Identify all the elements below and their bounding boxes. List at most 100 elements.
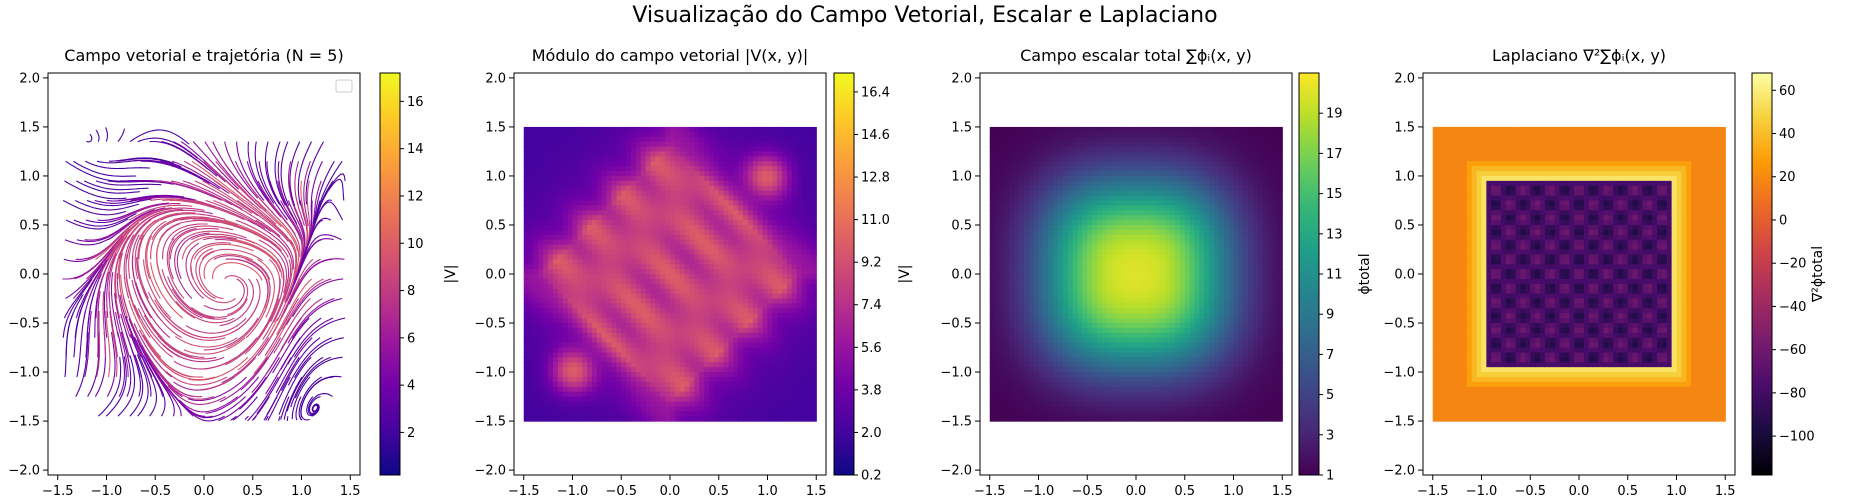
heatmap-cell (650, 131, 656, 138)
heatmap-cell (989, 146, 996, 153)
y-tick-label: 1.0 (19, 169, 40, 184)
heatmap-cell (1028, 166, 1035, 172)
heatmap-cell (635, 362, 642, 368)
heatmap-cell (1019, 229, 1025, 236)
heatmap-cell (1023, 313, 1030, 319)
heatmap-cell (738, 195, 744, 202)
heatmap-cell (999, 362, 1005, 368)
heatmap-cell (631, 357, 637, 363)
heatmap-cell (650, 136, 656, 143)
heatmap-cell (596, 215, 603, 221)
heatmap-cell (621, 386, 627, 393)
heatmap-cell (772, 411, 778, 417)
heatmap-cell (674, 234, 681, 241)
heatmap-cell (684, 220, 691, 226)
heatmap-cell (1043, 175, 1049, 182)
heatmap-cell (752, 264, 759, 270)
heatmap-cell (782, 376, 788, 383)
heatmap-cell (728, 254, 734, 260)
heatmap-cell (796, 146, 803, 153)
heatmap-cell (796, 259, 803, 265)
heatmap-cell (772, 141, 778, 148)
heatmap-cell (738, 171, 744, 177)
heatmap-cell (811, 376, 817, 383)
heatmap-cell (748, 141, 754, 148)
heatmap-cell (582, 131, 588, 138)
heatmap-cell (738, 156, 744, 162)
heatmap-cell (606, 362, 613, 368)
heatmap-cell (1014, 416, 1020, 422)
heatmap-cell (699, 396, 705, 403)
heatmap-cell (1023, 215, 1030, 221)
heatmap-cell (718, 151, 725, 157)
heatmap-cell (670, 303, 676, 309)
heatmap-cell (787, 239, 793, 246)
heatmap-cell (796, 156, 803, 162)
heatmap-cell (543, 313, 549, 319)
heatmap-cell (567, 141, 574, 148)
heatmap-cell (674, 180, 681, 187)
heatmap-cell (562, 234, 569, 241)
heatmap-cell (670, 224, 676, 231)
streamline (203, 253, 254, 280)
heatmap-cell (787, 288, 793, 295)
heatmap-cell (592, 264, 598, 270)
heatmap-cell (801, 278, 808, 285)
heatmap-cell (757, 376, 764, 383)
heatmap-cell (762, 126, 769, 133)
heatmap-cell (1014, 151, 1020, 157)
heatmap-cell (665, 332, 671, 339)
heatmap-cell (548, 156, 554, 162)
heatmap-cell (989, 327, 996, 334)
heatmap-cell (640, 396, 647, 403)
heatmap-cell (548, 190, 554, 197)
heatmap-cell (694, 234, 700, 241)
heatmap-cell (699, 406, 705, 412)
heatmap-cell (733, 318, 739, 324)
heatmap-cell (538, 269, 544, 275)
heatmap-cell (684, 205, 691, 211)
y-tick-label: 2.0 (19, 71, 40, 86)
heatmap-cell (806, 254, 812, 260)
heatmap-cell (723, 205, 730, 211)
colorbar-tick-label: 11.0 (861, 213, 890, 228)
heatmap-cell (523, 278, 530, 285)
heatmap-cell (699, 185, 705, 192)
heatmap-cell (704, 126, 710, 133)
heatmap-cell (738, 376, 744, 383)
heatmap-cell (596, 126, 603, 133)
heatmap-cell (645, 249, 652, 255)
heatmap-cell (694, 136, 700, 143)
heatmap-cell (616, 342, 622, 349)
heatmap-cell (762, 293, 769, 300)
heatmap-cell (1023, 357, 1030, 363)
heatmap-cell (621, 171, 627, 177)
streamline (264, 298, 300, 356)
heatmap-cell (1004, 283, 1010, 290)
heatmap-cell (577, 327, 583, 334)
heatmap-cell (601, 327, 608, 334)
heatmap-cell (811, 244, 817, 251)
heatmap-cell (679, 146, 686, 153)
heatmap-cell (601, 141, 608, 148)
heatmap-cell (538, 244, 544, 251)
streamline (181, 235, 237, 260)
heatmap-cell (1009, 406, 1015, 412)
heatmap-cell (611, 200, 617, 206)
heatmap-cell (1038, 357, 1044, 363)
heatmap-cell (621, 362, 627, 368)
heatmap-cell (616, 239, 622, 246)
heatmap-cell (635, 323, 642, 329)
heatmap-cell (528, 406, 535, 412)
streamline (105, 127, 109, 142)
heatmap-cell (611, 205, 617, 211)
heatmap-cell (601, 323, 608, 329)
heatmap-cell (557, 386, 564, 393)
heatmap-cell (718, 156, 725, 162)
heatmap-cell (572, 406, 578, 412)
heatmap-cell (1004, 396, 1010, 403)
heatmap-cell (723, 195, 730, 202)
heatmap-cell (738, 259, 744, 265)
heatmap-cell (699, 151, 705, 157)
heatmap-cell (592, 210, 598, 216)
